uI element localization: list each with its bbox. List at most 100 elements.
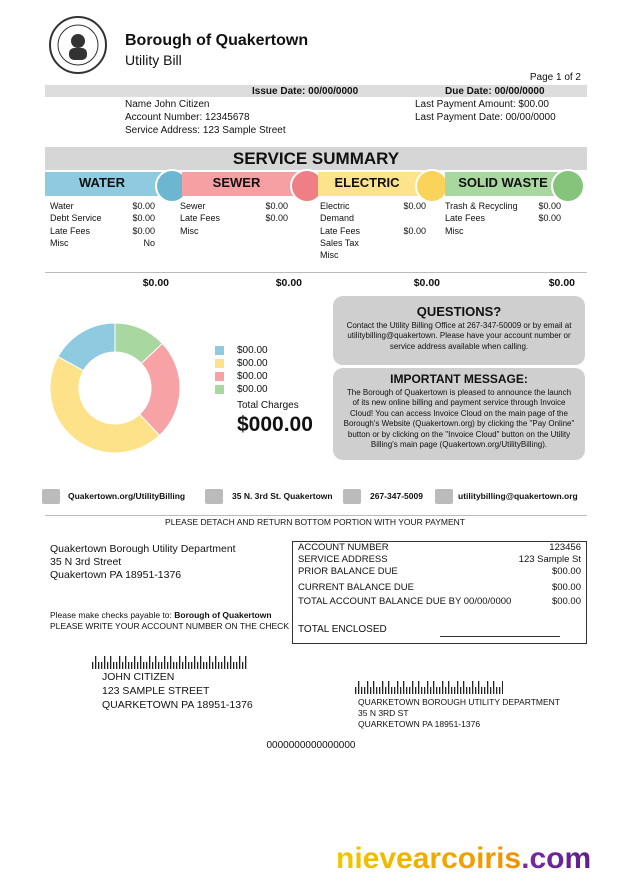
account-name: Name John Citizen [125,99,210,110]
important-title: IMPORTANT MESSAGE: [390,372,528,386]
barcode-bar [107,662,109,669]
item-label: Electric [320,201,350,211]
barcode-bar [110,656,112,669]
barcode-bar [457,681,459,694]
questions-box: QUESTIONS? Contact the Utility Billing O… [333,296,585,365]
service-name: WATER [79,175,125,190]
divider [45,515,587,516]
item-label: Misc [445,225,464,236]
barcode-bar [484,687,486,694]
stub-value: $00.00 [551,596,581,607]
divider [45,272,587,273]
barcode-bar [134,656,136,669]
account-number: Account Number: 12345678 [125,112,250,123]
scanline: 0000000000000000 [266,740,356,751]
barcode-bar [439,687,441,694]
legend-label: $00.00 [237,371,268,382]
contact-text: Quakertown.org/UtilityBilling [68,491,186,501]
stub-value: $00.00 [551,566,581,577]
service-name: ELECTRIC [334,175,400,190]
barcode-bar [409,687,411,694]
service-icon [415,169,449,203]
checks-note: PLEASE WRITE YOUR ACCOUNT NUMBER ON THE … [50,621,289,631]
legend-label: $00.00 [237,358,268,369]
issue-date: Issue Date: 00/00/0000 [252,86,359,97]
checks-payee: Borough of Quakertown [174,610,272,620]
return-line: QUARKETOWN BOROUGH UTILITY DEPARTMENT [358,697,560,707]
barcode-bar [463,681,465,694]
item-value: $0.00 [403,201,426,211]
barcode-bar [152,662,154,669]
barcode-bar [206,662,208,669]
barcode-bar [460,687,462,694]
barcode-bar [379,687,381,694]
last-payment-date: Last Payment Date: 00/00/0000 [415,112,556,123]
barcode-bar [203,662,205,669]
date-bar [45,85,587,97]
barcode-bar [239,656,241,669]
barcode-bar [499,687,501,694]
barcode-bar [212,662,214,669]
barcode-bar [215,656,217,669]
seal [49,16,107,74]
barcode-bar [451,687,453,694]
barcode-bar [490,687,492,694]
barcode-bar [496,687,498,694]
barcode-bar [119,656,121,669]
barcode-bar [245,656,247,669]
barcode-bar [185,656,187,669]
service-icon [551,169,585,203]
barcode-bar [161,662,163,669]
barcode-bar [397,681,399,694]
remit-line: Quakertown PA 18951-1376 [50,569,182,581]
barcode-bar [355,687,357,694]
barcode-bar [433,681,435,694]
barcode-bar [143,662,145,669]
contact-text: 35 N. 3rd St. Quakertown [232,491,333,501]
barcode [92,656,247,669]
barcode-bar [233,662,235,669]
item-label: Late Fees [445,213,486,224]
due-date: Due Date: 00/00/0000 [445,86,545,97]
barcode-bar [472,681,474,694]
remit-line: 35 N 3rd Street [50,556,122,568]
service-total: $0.00 [142,277,169,289]
summary-title: SERVICE SUMMARY [45,147,587,170]
barcode-bar [221,662,223,669]
item-label: Water [50,201,74,211]
item-label: Late Fees [50,225,91,236]
barcode-bar [394,687,396,694]
barcode-bar [493,681,495,694]
service-band [182,172,305,196]
barcode-bar [469,687,471,694]
item-label: Demand [320,213,355,224]
barcode-bar [242,662,244,669]
barcode-bar [436,687,438,694]
item-value: $0.00 [538,213,561,224]
stub-value: 123 Sample St [518,554,581,565]
item-value: $0.00 [403,225,426,236]
barcode-bar [412,681,414,694]
barcode-bar [376,687,378,694]
barcode-bar [385,687,387,694]
barcode-bar [442,681,444,694]
item-value: $0.00 [132,201,155,211]
barcode-bar [194,656,196,669]
item-value: No [143,237,155,248]
legend-label: $00.00 [237,384,268,395]
barcode-bar [98,662,100,669]
barcode-bar [101,662,103,669]
barcode-bar [188,662,190,669]
barcode-bar [209,656,211,669]
stub-label: SERVICE ADDRESS [298,554,388,565]
payment-stub [292,541,587,644]
barcode-bar [427,681,429,694]
barcode-bar [361,687,363,694]
item-label: Misc [180,225,199,236]
barcode-bar [125,656,127,669]
stub-value: $00.00 [551,582,581,593]
remit-line: Quakertown Borough Utility Department [50,543,236,555]
item-label: Late Fees [320,225,361,236]
page-number: Page 1 of 2 [529,72,581,83]
important-text: The Borough of Quakertown is pleased to … [343,388,575,449]
